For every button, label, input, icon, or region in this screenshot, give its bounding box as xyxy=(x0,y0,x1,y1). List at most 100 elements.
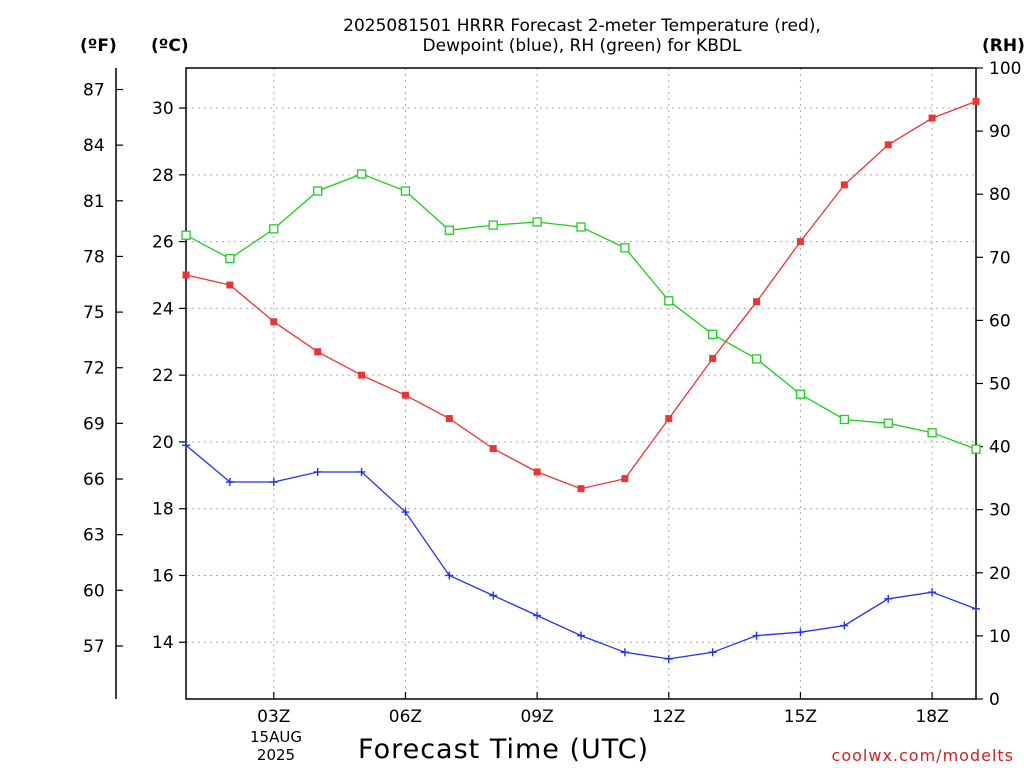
temperature-point xyxy=(533,468,541,476)
celsius-unit-label: (ºC) xyxy=(151,36,189,56)
rh-point xyxy=(532,217,542,227)
rh-point xyxy=(927,428,937,438)
temperature-point xyxy=(665,415,673,423)
celsius-tick-label: 22 xyxy=(152,366,174,386)
chart-title: 2025081501 HRRR Forecast 2-meter Tempera… xyxy=(186,16,978,56)
fahrenheit-tick-label: 87 xyxy=(83,81,105,101)
time-tick-label: 09Z xyxy=(520,707,553,727)
temperature-point xyxy=(796,238,804,246)
dewpoint-point xyxy=(928,588,937,597)
dewpoint-line xyxy=(185,444,977,660)
temperature-point xyxy=(753,298,761,306)
temperature-point xyxy=(401,391,409,399)
fahrenheit-tick-label: 60 xyxy=(83,581,105,601)
rh-line xyxy=(185,173,977,450)
rh-point xyxy=(795,389,806,399)
rh-point xyxy=(313,186,323,196)
dewpoint-point xyxy=(489,591,498,600)
fahrenheit-tick-label: 57 xyxy=(83,637,105,657)
temperature-point xyxy=(577,485,585,493)
x-axis-title: Forecast Time (UTC) xyxy=(358,734,650,765)
dewpoint-point xyxy=(577,631,585,640)
temperature-point xyxy=(621,475,629,483)
celsius-tick-label: 26 xyxy=(152,233,174,253)
source-credit: coolwx.com/modelts xyxy=(831,746,1014,765)
rh-point xyxy=(883,418,893,428)
dewpoint-point xyxy=(796,628,805,637)
rh-unit-label: (RH) xyxy=(982,36,1024,56)
time-tick-label: 03Z xyxy=(257,707,290,727)
dewpoint-point xyxy=(972,604,980,613)
dewpoint-point xyxy=(533,611,542,620)
rh-point xyxy=(488,220,498,230)
dewpoint-point xyxy=(884,594,893,603)
rh-point xyxy=(751,354,762,364)
time-tick-label: 06Z xyxy=(389,707,422,727)
fahrenheit-tick-label: 69 xyxy=(83,414,105,434)
dewpoint-point xyxy=(840,621,849,630)
rh-tick-label: 60 xyxy=(989,311,1011,331)
chart-title-line-2: Dewpoint (blue), RH (green) for KBDL xyxy=(422,36,742,56)
fahrenheit-tick-label: 84 xyxy=(83,136,105,156)
rh-tick-label: 50 xyxy=(989,375,1011,395)
rh-tick-label: 70 xyxy=(989,248,1011,268)
rh-point xyxy=(620,243,630,253)
temperature-point xyxy=(840,181,848,189)
rh-point xyxy=(400,186,411,196)
rh-tick-label: 10 xyxy=(989,627,1011,647)
dewpoint-point xyxy=(269,477,278,486)
dewpoint-point xyxy=(313,467,322,476)
celsius-tick-label: 20 xyxy=(152,433,174,453)
fahrenheit-tick-label: 75 xyxy=(83,303,105,323)
dewpoint-point xyxy=(225,477,234,486)
temperature-point xyxy=(928,114,936,122)
fahrenheit-tick-label: 66 xyxy=(83,470,105,490)
rh-point xyxy=(269,224,279,234)
rh-point xyxy=(971,444,981,454)
time-tick-label: 18Z xyxy=(915,707,948,727)
temperature-point xyxy=(226,281,234,289)
rh-tick-label: 100 xyxy=(989,59,1021,79)
fahrenheit-tick-label: 72 xyxy=(83,359,105,379)
dewpoint-point xyxy=(664,654,673,663)
rh-point xyxy=(444,225,454,235)
rh-tick-label: 30 xyxy=(989,501,1011,521)
dewpoint-point xyxy=(620,648,629,657)
rh-tick-label: 90 xyxy=(989,122,1011,142)
dewpoint-point xyxy=(752,631,761,640)
fahrenheit-tick-label: 78 xyxy=(83,247,105,267)
rh-point xyxy=(356,169,367,179)
celsius-tick-label: 18 xyxy=(152,500,174,520)
rh-point xyxy=(839,414,849,425)
dewpoint-point xyxy=(445,571,454,580)
temperature-point xyxy=(489,445,497,453)
start-date-year: 2025 xyxy=(256,746,296,764)
temperature-point xyxy=(314,348,322,356)
temperature-line xyxy=(185,100,977,490)
start-date-day: 15AUG xyxy=(250,728,302,746)
rh-tick-label: 80 xyxy=(989,185,1011,205)
chart-title-line-1: 2025081501 HRRR Forecast 2-meter Tempera… xyxy=(343,16,821,36)
rh-tick-label: 20 xyxy=(989,564,1011,584)
celsius-tick-label: 28 xyxy=(152,166,174,186)
celsius-tick-label: 16 xyxy=(152,566,174,586)
rh-point xyxy=(181,230,191,240)
dewpoint-point xyxy=(357,467,366,476)
rh-point xyxy=(225,253,235,264)
rh-tick-label: 40 xyxy=(989,438,1011,458)
fahrenheit-tick-label: 81 xyxy=(83,192,105,212)
dewpoint-point xyxy=(708,648,717,657)
temperature-point xyxy=(884,141,892,149)
rh-point xyxy=(708,329,718,339)
rh-tick-label: 0 xyxy=(989,690,1000,710)
dewpoint-point xyxy=(401,508,410,517)
temperature-point xyxy=(182,271,190,279)
fahrenheit-unit-label: (ºF) xyxy=(80,36,117,56)
time-tick-label: 12Z xyxy=(652,707,685,727)
celsius-tick-label: 14 xyxy=(152,633,174,653)
rh-point xyxy=(664,296,674,306)
temperature-point xyxy=(972,97,980,105)
temperature-point xyxy=(358,371,366,379)
celsius-tick-label: 24 xyxy=(152,299,174,319)
